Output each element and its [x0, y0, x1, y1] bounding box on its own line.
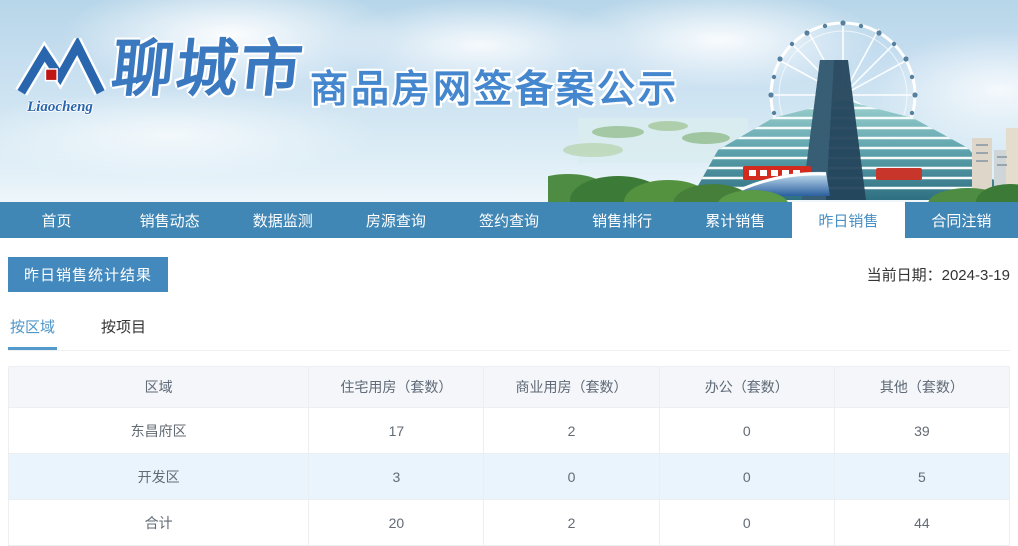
sales-stats-table: 区域 住宅用房（套数） 商业用房（套数） 办公（套数） 其他（套数） 东昌府区 17 2 0 3…: [7, 366, 1011, 546]
current-date: 当前日期：2024-3-19: [867, 264, 1010, 285]
nav-item[interactable]: 销售排行: [592, 212, 653, 230]
mountain-logo-icon: [15, 31, 107, 96]
table-row: 开发区 3 0 0 5: [7, 453, 1011, 500]
table-cell: 2: [483, 407, 660, 454]
site-title-main: 商品房网签备案公示: [310, 69, 680, 111]
table-row: 合计 20 2 0 44: [7, 499, 1011, 546]
column-header: 区域: [7, 366, 310, 408]
section-title-badge: 昨日销售统计结果: [8, 257, 169, 292]
site-logo: Liaocheng: [12, 31, 108, 116]
banner: Liaocheng 聊城市 商品房网签备案公示: [0, 0, 1018, 202]
nav-item[interactable]: 房源查询: [365, 212, 426, 230]
column-header: 商业用房（套数）: [483, 366, 660, 408]
site-title-calligraphy: 聊城市: [108, 36, 308, 104]
table-cell: 44: [833, 499, 1011, 546]
nav-item[interactable]: 销售动态: [139, 212, 200, 230]
logo-script-text: Liaocheng: [27, 99, 93, 115]
view-tabs: 按区域 按项目: [8, 316, 1010, 351]
lake-illustration: [563, 118, 748, 163]
section-header: 昨日销售统计结果 当前日期：2024-3-19: [8, 257, 1010, 292]
site-brand: Liaocheng 聊城市 商品房网签备案公示: [12, 30, 679, 116]
table-row: 东昌府区 17 2 0 39: [7, 407, 1011, 454]
trees-illustration: [548, 174, 1018, 202]
nav-item[interactable]: 数据监测: [252, 212, 313, 230]
main-content: 昨日销售统计结果 当前日期：2024-3-19 按区域 按项目 区域 住宅用房（套…: [0, 257, 1018, 546]
nav-item[interactable]: 合同注销: [931, 212, 992, 230]
table-header-row: 区域 住宅用房（套数） 商业用房（套数） 办公（套数） 其他（套数）: [7, 366, 1011, 408]
table-cell: 0: [658, 407, 835, 454]
main-nav: 首页 销售动态 数据监测 房源查询 签约查询 销售排行 累计销售 昨日销售 合同注销: [0, 202, 1018, 238]
table-cell: 5: [833, 453, 1011, 500]
column-header: 住宅用房（套数）: [308, 366, 485, 408]
nav-item[interactable]: 累计销售: [705, 212, 766, 230]
table-cell: 20: [308, 499, 485, 546]
current-date-label: 当前日期：: [866, 267, 942, 284]
table-cell: 东昌府区: [7, 407, 310, 454]
tab-by-project[interactable]: 按项目: [101, 319, 147, 336]
column-header: 办公（套数）: [658, 366, 835, 408]
current-date-value: 2024-3-19: [941, 267, 1010, 284]
table-cell: 3: [308, 453, 485, 500]
table-cell: 开发区: [7, 453, 310, 500]
table-cell: 2: [483, 499, 660, 546]
tab-by-region[interactable]: 按区域: [8, 316, 58, 350]
table-cell: 0: [658, 453, 835, 500]
table-cell: 17: [308, 407, 485, 454]
nav-item[interactable]: 首页: [41, 212, 72, 230]
column-header: 其他（套数）: [833, 366, 1011, 408]
table-body: 东昌府区 17 2 0 39 开发区 3 0 0 5 合计 20 2 0 44: [7, 407, 1011, 546]
table-cell: 39: [833, 407, 1011, 454]
table-cell: 合计: [7, 499, 310, 546]
banner-photo-illustration: [548, 20, 1018, 202]
table-cell: 0: [483, 453, 660, 500]
nav-item[interactable]: 签约查询: [478, 212, 539, 230]
nav-item[interactable]: 昨日销售: [791, 202, 905, 238]
